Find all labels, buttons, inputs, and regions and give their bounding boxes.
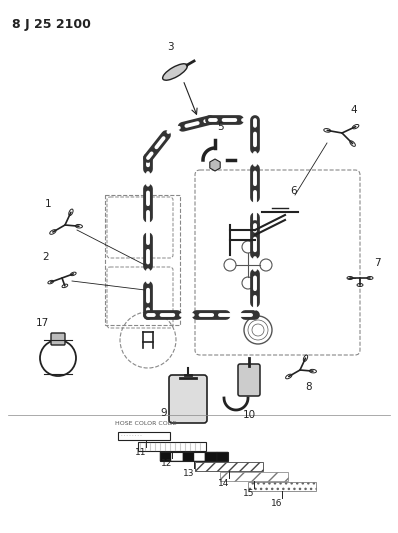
Ellipse shape (163, 64, 187, 80)
Text: - - - - - - - -: - - - - - - - - (121, 433, 142, 437)
Bar (160, 452, 228, 461)
Text: 17: 17 (36, 318, 49, 328)
Bar (171, 452, 183, 461)
Text: 3: 3 (167, 42, 174, 52)
Bar (195, 462, 263, 471)
Text: 4: 4 (350, 105, 357, 115)
Text: 16: 16 (271, 499, 283, 508)
Text: 8 J 25 2100: 8 J 25 2100 (12, 18, 91, 31)
Text: 10: 10 (243, 410, 256, 420)
Text: HOSE COLOR CODE: HOSE COLOR CODE (115, 421, 176, 426)
Bar (220, 472, 288, 481)
Text: 15: 15 (243, 489, 255, 498)
FancyBboxPatch shape (51, 333, 65, 345)
Bar (183, 452, 194, 461)
Bar (248, 482, 316, 491)
Bar (138, 442, 206, 451)
Text: 9: 9 (160, 408, 167, 418)
Bar (160, 452, 171, 461)
Text: 12: 12 (161, 459, 173, 468)
Bar (217, 452, 228, 461)
Text: 13: 13 (183, 469, 195, 478)
Text: 6: 6 (290, 186, 297, 196)
Bar (205, 452, 217, 461)
Text: 2: 2 (42, 252, 49, 262)
Text: 7: 7 (374, 258, 380, 268)
FancyBboxPatch shape (169, 375, 207, 423)
FancyBboxPatch shape (238, 364, 260, 396)
Bar (194, 452, 205, 461)
Text: 14: 14 (219, 479, 230, 488)
Text: 1: 1 (45, 199, 52, 209)
Text: 5: 5 (217, 122, 224, 132)
Text: 11: 11 (135, 448, 147, 457)
Bar (118, 432, 170, 440)
Text: 8: 8 (305, 382, 312, 392)
